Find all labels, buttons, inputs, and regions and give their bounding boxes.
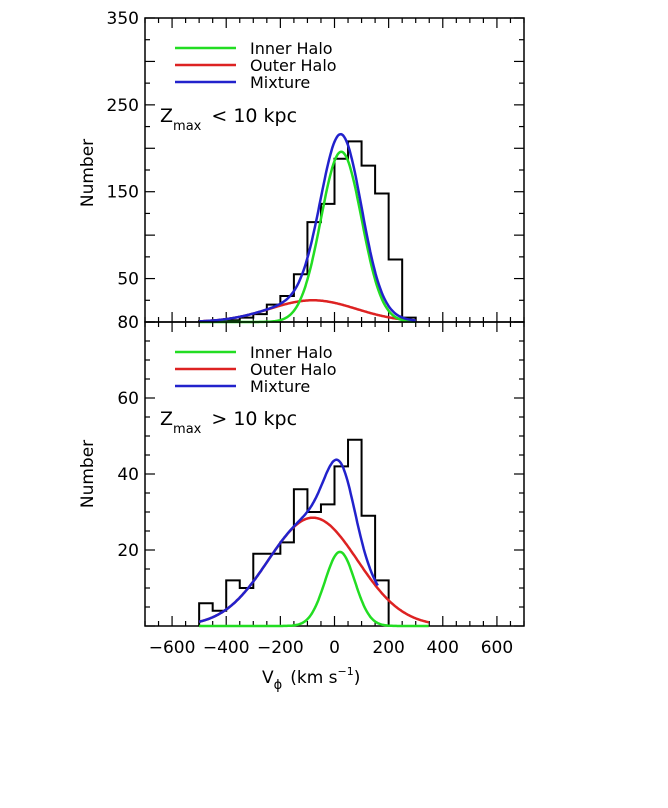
bottom-y-tick-label: 20 [117, 541, 139, 561]
top-annotation-rest: < 10 kpc [211, 105, 297, 127]
top-curve-mixture [199, 132, 416, 323]
bottom-annotation-sub: max [173, 422, 202, 437]
bottom-y-tick-label: 80 [117, 313, 139, 333]
bottom-legend-label-inner-halo: Inner Halo [250, 343, 333, 362]
bottom-curve-outer-halo [198, 516, 430, 624]
x-axis-title: Vϕ (km s−1) [262, 665, 360, 693]
x-axis-title-exp: −1 [338, 665, 354, 678]
bottom-y-tick-label: 60 [117, 389, 139, 409]
top-y-axis-title: Number [78, 139, 98, 207]
x-tick-label: −600 [149, 638, 196, 658]
top-annotation-var: Z [160, 105, 173, 127]
x-tick-label: −200 [257, 638, 304, 658]
x-tick-label: 600 [481, 638, 513, 658]
bottom-annotation-var: Z [160, 408, 173, 430]
top-y-tick-label: 150 [107, 183, 139, 203]
top-histogram [198, 140, 417, 323]
bottom-y-axis-title: Number [78, 440, 98, 508]
x-tick-label: 400 [427, 638, 459, 658]
x-axis-title-var: V [262, 668, 274, 688]
bottom-annotation: Zmax > 10 kpc [160, 408, 297, 437]
x-axis-title-units: (km s [290, 668, 337, 688]
x-tick-label: −400 [203, 638, 250, 658]
x-tick-label: 0 [329, 638, 340, 658]
bottom-curve-inner-halo [199, 550, 429, 628]
bottom-legend-label-mixture: Mixture [250, 377, 310, 396]
top-annotation-sub: max [173, 119, 202, 134]
top-y-tick-label: 250 [107, 96, 139, 116]
bottom-y-tick-label: 40 [117, 465, 139, 485]
x-tick-label: 200 [372, 638, 404, 658]
bottom-curve-mixture [198, 458, 379, 624]
top-y-tick-label: 50 [117, 270, 139, 290]
bottom-histogram [198, 438, 390, 626]
top-y-tick-label: 350 [107, 9, 139, 29]
top-legend-label-mixture: Mixture [250, 73, 310, 92]
bottom-legend-label-outer-halo: Outer Halo [250, 360, 337, 379]
bottom-annotation-rest: > 10 kpc [211, 408, 297, 430]
top-annotation: Zmax < 10 kpc [160, 105, 297, 134]
top-legend-label-inner-halo: Inner Halo [250, 39, 333, 58]
x-axis-title-sub: ϕ [274, 678, 283, 693]
top-legend-label-outer-halo: Outer Halo [250, 56, 337, 75]
x-axis-title-close: ) [354, 668, 361, 688]
bottom-panel: 80 60 40 20 −600 −400 −200 0 200 400 600 Inner Halo… [117, 313, 525, 658]
